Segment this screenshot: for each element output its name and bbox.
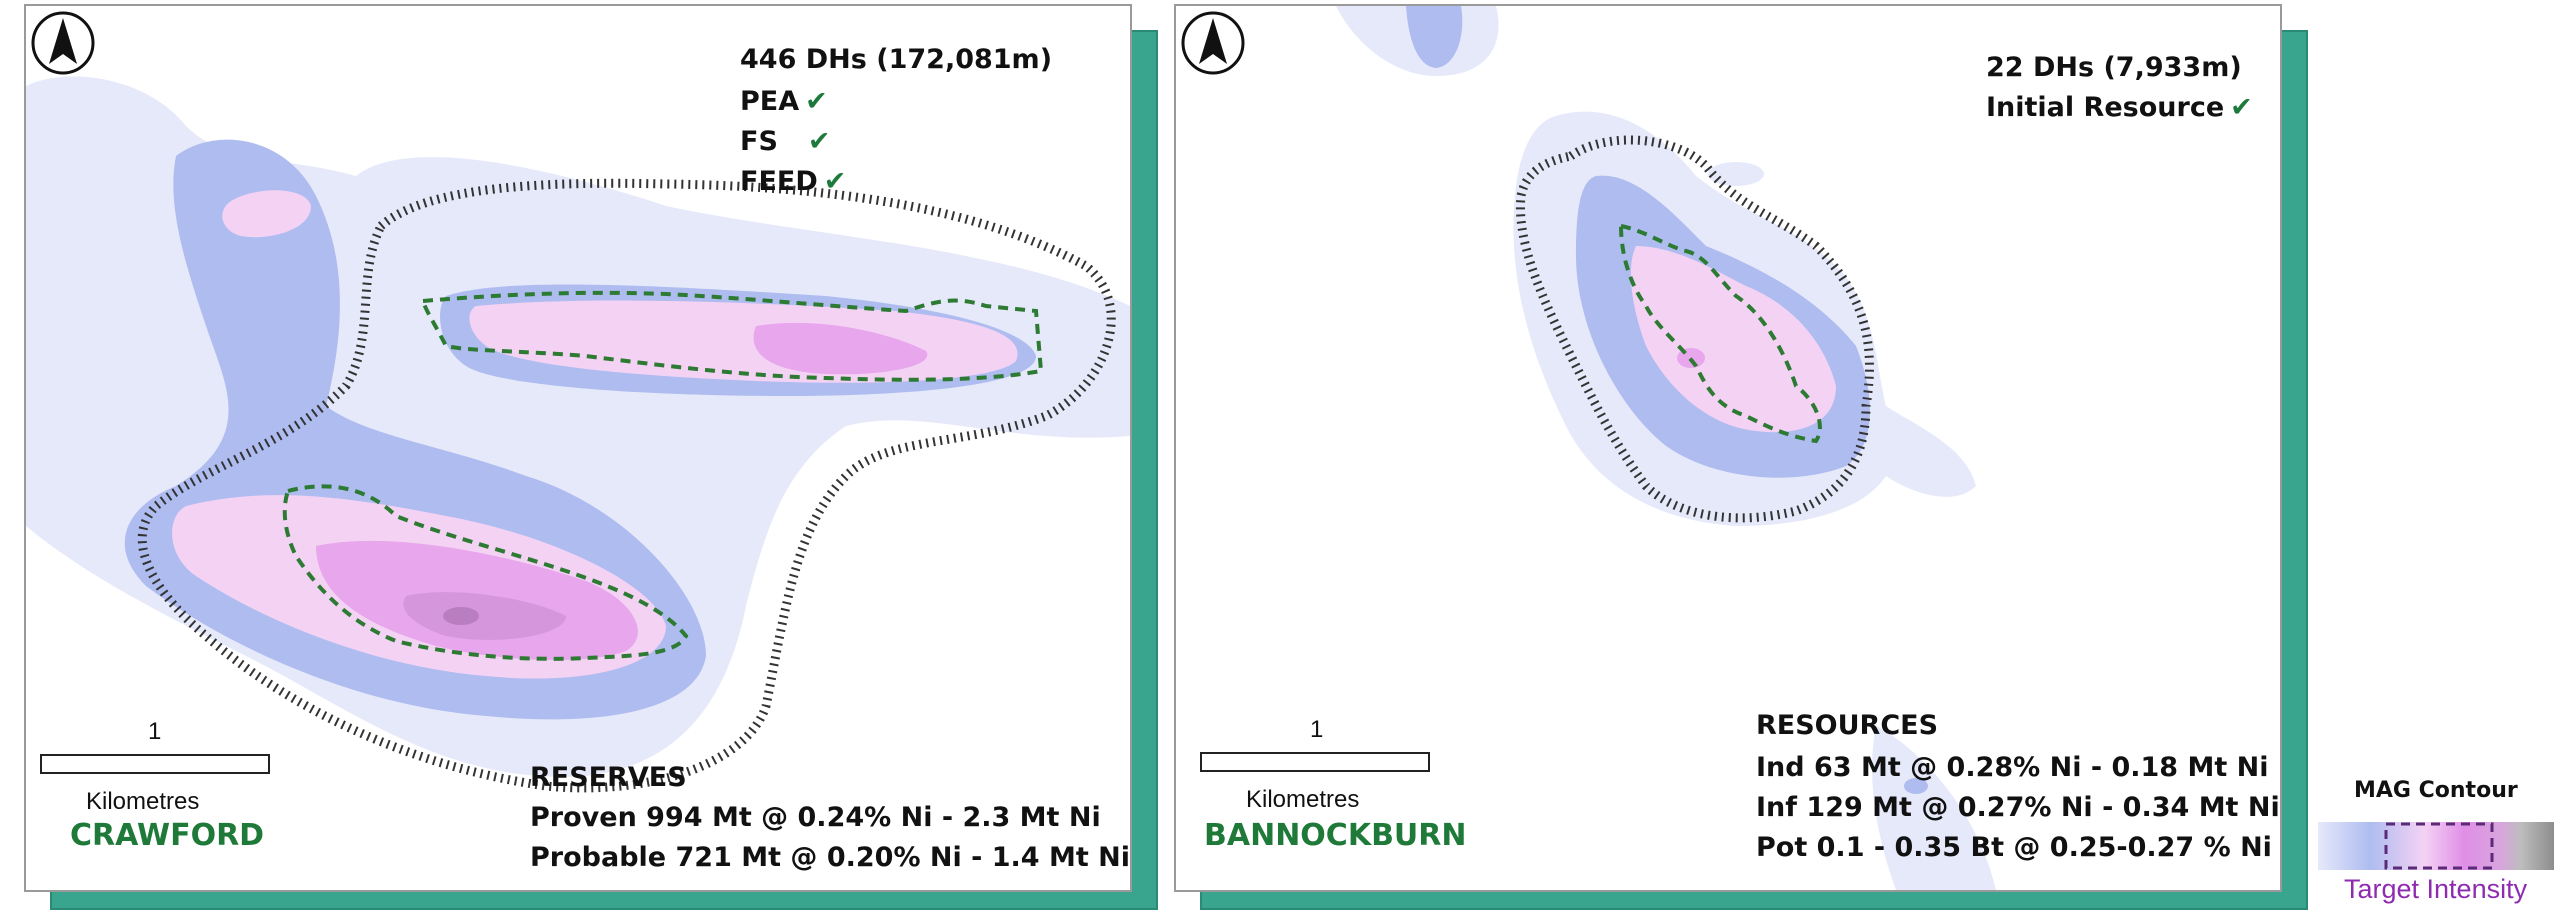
crawford-milestone-feed: FEED ✔ — [740, 166, 847, 197]
bannockburn-resource-indicated: Ind 63 Mt @ 0.28% Ni - 0.18 Mt Ni — [1756, 752, 2269, 783]
crawford-drillholes: 446 DHs (172,081m) — [740, 44, 1053, 75]
bannockburn-contour-pale-south — [1872, 726, 1996, 890]
crawford-reserve-probable: Probable 721 Mt @ 0.20% Ni - 1.4 Mt Ni — [530, 842, 1131, 873]
crawford-resource-outline-north — [420, 290, 1044, 382]
check-icon: ✔ — [807, 126, 831, 157]
legend-target-box — [2384, 822, 2494, 870]
north-arrow-icon — [1181, 11, 1245, 75]
crawford-map-panel: 446 DHs (172,081m) PEA ✔ FS ✔ FEED ✔ RESERV… — [24, 4, 1132, 892]
bannockburn-scale-unit: Kilometres — [1246, 786, 1360, 813]
crawford-contour-pink-nw — [222, 190, 311, 238]
bannockburn-resource-outline — [1618, 223, 1822, 444]
bannockburn-resource-inferred: Inf 129 Mt @ 0.27% Ni - 0.34 Mt Ni — [1756, 792, 2280, 823]
crawford-reserve-proven: Proven 994 Mt @ 0.24% Ni - 2.3 Mt Ni — [530, 802, 1101, 833]
bannockburn-deposit-boundary — [1515, 135, 1874, 523]
check-icon: ✔ — [805, 86, 828, 117]
crawford-scale-unit: Kilometres — [86, 788, 200, 815]
bannockburn-drillholes: 22 DHs (7,933m) — [1986, 52, 2242, 83]
crawford-scale-value: 1 — [148, 718, 162, 745]
bannockburn-name: BANNOCKBURN — [1204, 818, 1467, 853]
bannockburn-map — [1336, 6, 1996, 890]
crawford-reserves-title: RESERVES — [530, 762, 687, 793]
crawford-scale-bar — [40, 754, 270, 774]
legend-title: MAG Contour — [2354, 778, 2518, 803]
bannockburn-scale-value: 1 — [1310, 716, 1324, 743]
crawford-contour-magenta-north — [753, 322, 928, 375]
crawford-resource-outline-south — [282, 484, 689, 661]
bannockburn-contour-blue-north — [1406, 6, 1463, 68]
legend-caption: Target Intensity — [2344, 874, 2528, 904]
check-icon: ✔ — [823, 166, 847, 197]
legend-color-ramp — [2318, 822, 2554, 870]
bannockburn-contour-pale-spot — [1708, 162, 1764, 186]
bannockburn-milestone-initial-resource: Initial Resource ✔ — [1986, 92, 2253, 123]
crawford-contour-core — [403, 592, 566, 640]
check-icon: ✔ — [2230, 92, 2253, 123]
crawford-milestone-fs: FS ✔ — [740, 126, 831, 157]
crawford-map — [26, 76, 1130, 793]
bannockburn-map-panel: 22 DHs (7,933m) Initial Resource ✔ RESOUR… — [1174, 4, 2282, 892]
crawford-name: CRAWFORD — [70, 818, 265, 853]
crawford-milestone-pea: PEA ✔ — [740, 86, 828, 117]
bannockburn-resource-potential: Pot 0.1 - 0.35 Bt @ 0.25-0.27 % Ni — [1756, 832, 2272, 863]
bannockburn-contour-blue-spot — [1904, 778, 1928, 794]
bannockburn-scale-bar — [1200, 752, 1430, 772]
crawford-deposit-boundary — [137, 178, 1116, 793]
north-arrow-icon — [31, 11, 95, 75]
bannockburn-resources-title: RESOURCES — [1756, 710, 1939, 741]
crawford-contour-core-center — [443, 607, 479, 625]
bannockburn-contour-pink — [1630, 246, 1836, 433]
